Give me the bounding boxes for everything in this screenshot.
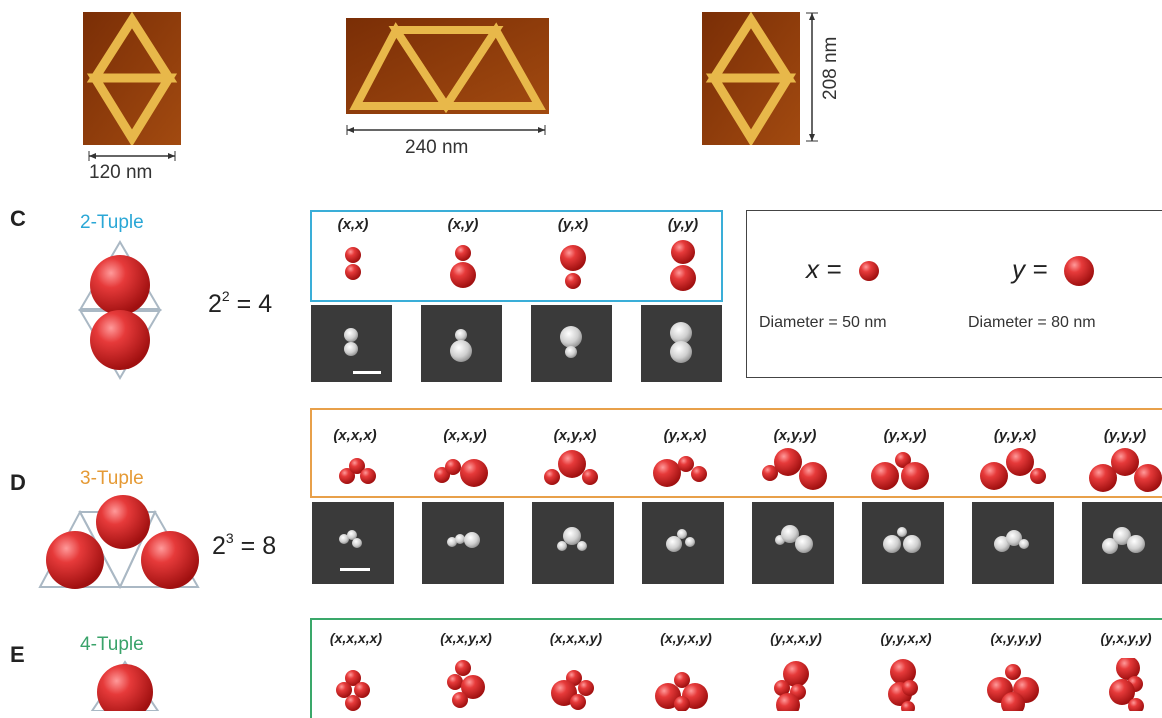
sem-image-d-7 bbox=[972, 502, 1054, 584]
sem-image-c-2 bbox=[421, 305, 502, 382]
afm-origami-diamond bbox=[83, 12, 181, 145]
afm-image-right bbox=[702, 12, 800, 145]
legend-x-label: x = bbox=[806, 254, 842, 284]
panel-e-tuple-label: (x,y,y,y) bbox=[990, 630, 1042, 646]
panel-d-tuple-label: (y,x,x) bbox=[663, 427, 707, 444]
panel-e-model bbox=[90, 660, 160, 718]
triple-yyy bbox=[1089, 448, 1162, 492]
triple-yxx bbox=[653, 456, 707, 487]
afm-image-left bbox=[83, 12, 181, 145]
sphere-pair-xy bbox=[450, 245, 476, 288]
panel-d-equation: 23 = 8 bbox=[212, 530, 277, 560]
afm-origami-diamond-right bbox=[702, 12, 800, 145]
panel-letter-d: D bbox=[10, 470, 26, 495]
panel-d-tuple-label: (x,y,y) bbox=[773, 427, 817, 444]
sem-image-d-4 bbox=[642, 502, 724, 584]
panel-c-schematics bbox=[310, 240, 723, 300]
scale-label-left: 120 nm bbox=[89, 162, 153, 183]
panel-d-tuple-label: (x,y,x) bbox=[553, 427, 597, 444]
panel-d-schematic-box bbox=[310, 408, 1162, 498]
triple-xxx bbox=[339, 458, 376, 484]
scale-label-right: 208 nm bbox=[820, 36, 841, 100]
triple-yxy bbox=[871, 452, 929, 490]
panel-d-tuple-label: (x,x,y) bbox=[443, 427, 487, 444]
panel-e-tuple-label: (x,x,x,y) bbox=[549, 630, 603, 646]
sem-image-d-1 bbox=[312, 502, 394, 584]
sphere-pair-xx bbox=[345, 247, 361, 280]
quad-yxxy bbox=[774, 661, 809, 717]
panel-e-tuple-label: (x,x,x,x) bbox=[329, 630, 383, 646]
triple-xyx bbox=[544, 450, 598, 485]
panel-e-tuple-label: (y,x,x,y) bbox=[770, 630, 822, 646]
panel-e-schematics bbox=[310, 656, 1162, 717]
panel-c-tuple-label: (x,y) bbox=[447, 216, 479, 233]
sem-image-d-6 bbox=[862, 502, 944, 584]
panel-e-schematic-box bbox=[310, 618, 1162, 718]
sem-image-c-3 bbox=[531, 305, 612, 382]
panel-c-schematic-box bbox=[310, 210, 723, 302]
legend-y-sphere bbox=[1063, 255, 1095, 287]
panel-e-tuple-label: (y,x,y,y) bbox=[1100, 630, 1152, 646]
sem-image-d-5 bbox=[752, 502, 834, 584]
panel-letter-e: E bbox=[10, 642, 25, 667]
panel-d-tuple-label: (y,y,y) bbox=[1103, 427, 1147, 444]
scale-label-middle: 240 nm bbox=[405, 137, 469, 158]
sem-image-d-8 bbox=[1082, 502, 1162, 584]
panel-c-equation: 22 = 4 bbox=[208, 288, 273, 318]
panel-c-tuple-label: (y,x) bbox=[557, 216, 589, 233]
quad-xxxx bbox=[336, 670, 370, 711]
sem-image-d-2 bbox=[422, 502, 504, 584]
scale-bar-middle bbox=[346, 122, 546, 135]
panel-d-schematics bbox=[310, 440, 1162, 496]
sem-image-c-4 bbox=[641, 305, 722, 382]
legend-y-diameter: Diameter = 80 nm bbox=[968, 314, 1096, 331]
sphere-pair-yy bbox=[670, 240, 696, 291]
panel-e-title: 4-Tuple bbox=[80, 634, 144, 655]
afm-image-middle bbox=[346, 18, 549, 114]
scale-bar-left bbox=[88, 148, 176, 161]
panel-c-title: 2-Tuple bbox=[80, 212, 144, 233]
quad-xxxy bbox=[551, 670, 594, 710]
afm-origami-trapezoid bbox=[346, 18, 549, 114]
legend-box bbox=[746, 210, 1162, 378]
panel-d-model bbox=[30, 492, 205, 592]
quad-xyyy bbox=[987, 664, 1039, 716]
sphere-pair-yx bbox=[560, 245, 586, 289]
sem-image-c-1 bbox=[311, 305, 392, 382]
scale-bar-right bbox=[806, 12, 818, 142]
panel-c-tuple-label: (x,x) bbox=[337, 216, 369, 233]
panel-d-tuple-label: (y,y,x) bbox=[993, 427, 1037, 444]
triple-yyx bbox=[980, 448, 1046, 490]
panel-c-tuple-label: (y,y) bbox=[667, 216, 699, 233]
quad-yyxx bbox=[888, 659, 918, 715]
triple-xxy bbox=[434, 459, 488, 487]
quad-xyxy bbox=[655, 672, 708, 712]
legend-x-diameter: Diameter = 50 nm bbox=[759, 314, 887, 331]
quad-xxyx bbox=[447, 660, 485, 708]
panel-e-tuple-label: (y,y,x,x) bbox=[880, 630, 932, 646]
panel-e-tuple-label: (x,x,y,x) bbox=[440, 630, 492, 646]
panel-d-title: 3-Tuple bbox=[80, 468, 144, 489]
legend-y-label: y = bbox=[1012, 254, 1048, 284]
panel-e-tuple-label: (x,y,x,y) bbox=[660, 630, 712, 646]
sem-image-d-3 bbox=[532, 502, 614, 584]
panel-letter-c: C bbox=[10, 206, 26, 231]
panel-c-model bbox=[75, 240, 165, 380]
panel-d-tuple-label: (y,x,y) bbox=[883, 427, 927, 444]
quad-yxyy bbox=[1109, 656, 1144, 714]
triple-xyy bbox=[762, 448, 827, 490]
panel-d-tuple-label: (x,x,x) bbox=[333, 427, 377, 444]
legend-x-sphere bbox=[858, 260, 880, 282]
